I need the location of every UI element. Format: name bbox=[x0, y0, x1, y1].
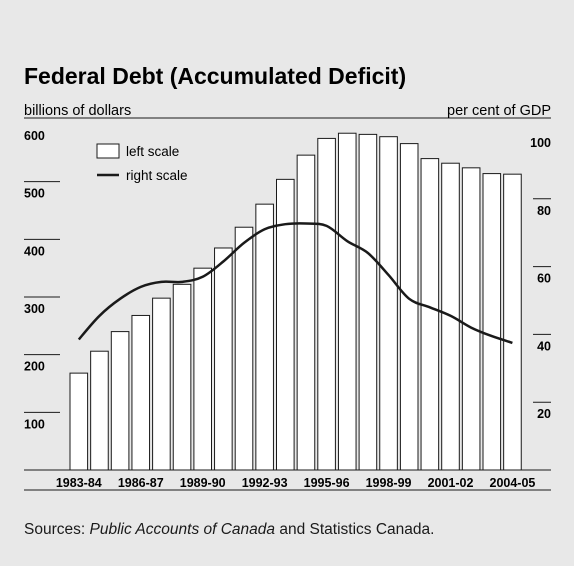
bar bbox=[90, 350, 109, 471]
bar bbox=[296, 154, 316, 471]
left-tick-label: 400 bbox=[24, 244, 45, 258]
bar bbox=[131, 314, 151, 471]
left-tick-label: 600 bbox=[24, 129, 45, 143]
bar bbox=[317, 137, 336, 471]
chart-title: Federal Debt (Accumulated Deficit) bbox=[24, 63, 406, 89]
right-axis-label: per cent of GDP bbox=[447, 103, 551, 119]
x-tick-label: 1983-84 bbox=[56, 476, 102, 490]
x-tick-label: 1989-90 bbox=[180, 476, 226, 490]
source-prefix: Sources: bbox=[24, 521, 90, 538]
source-italic: Public Accounts of Canada bbox=[89, 521, 276, 538]
x-axis-ticks: 1983-84 1986-87 1989-90 1992-93 1995-96 1998-… bbox=[56, 476, 536, 490]
right-tick-label: 40 bbox=[537, 339, 551, 353]
right-tick-label: 60 bbox=[537, 272, 551, 286]
left-tick-label: 500 bbox=[24, 187, 45, 201]
bar bbox=[337, 132, 357, 471]
x-tick-label: 1995-96 bbox=[304, 476, 350, 490]
bar bbox=[482, 173, 502, 471]
right-tick-label: 100 bbox=[530, 136, 551, 150]
left-axis-label: billions of dollars bbox=[24, 103, 131, 119]
x-tick-label: 1998-99 bbox=[366, 476, 412, 490]
bar bbox=[255, 203, 274, 471]
right-tick-label: 20 bbox=[537, 407, 551, 421]
bar bbox=[399, 143, 419, 471]
bar bbox=[214, 247, 233, 471]
bar-series bbox=[69, 132, 522, 471]
x-tick-label: 1986-87 bbox=[118, 476, 164, 490]
legend-label-left-scale: left scale bbox=[126, 144, 179, 159]
legend-swatch-bar bbox=[96, 143, 120, 159]
left-tick-label: 300 bbox=[24, 302, 45, 316]
source-note: Sources: Public Accounts of Canada and S… bbox=[24, 521, 434, 539]
left-tick-label: 200 bbox=[24, 360, 45, 374]
bar bbox=[152, 297, 171, 471]
bar bbox=[358, 133, 378, 471]
bar bbox=[69, 372, 89, 471]
bar bbox=[193, 267, 212, 471]
bar bbox=[379, 136, 398, 471]
bar bbox=[172, 283, 192, 471]
left-tick-label: 100 bbox=[24, 417, 45, 431]
right-axis-ticks: 100 80 60 40 20 bbox=[530, 136, 551, 421]
series-line-right-scale bbox=[77, 222, 513, 345]
right-tick-label: 80 bbox=[537, 204, 551, 218]
legend: left scale right scale bbox=[96, 143, 188, 183]
source-suffix: and Statistics Canada. bbox=[275, 521, 435, 538]
bar bbox=[420, 158, 440, 471]
legend-label-right-scale: right scale bbox=[126, 168, 188, 183]
bar bbox=[110, 331, 130, 471]
bar bbox=[503, 173, 522, 471]
left-axis-ticks: 600 500 400 300 200 100 bbox=[24, 129, 60, 431]
x-tick-label: 2004-05 bbox=[490, 476, 536, 490]
x-tick-label: 2001-02 bbox=[428, 476, 474, 490]
x-tick-label: 1992-93 bbox=[242, 476, 288, 490]
bar bbox=[461, 167, 481, 471]
line-series bbox=[77, 222, 513, 345]
bar bbox=[234, 226, 254, 471]
